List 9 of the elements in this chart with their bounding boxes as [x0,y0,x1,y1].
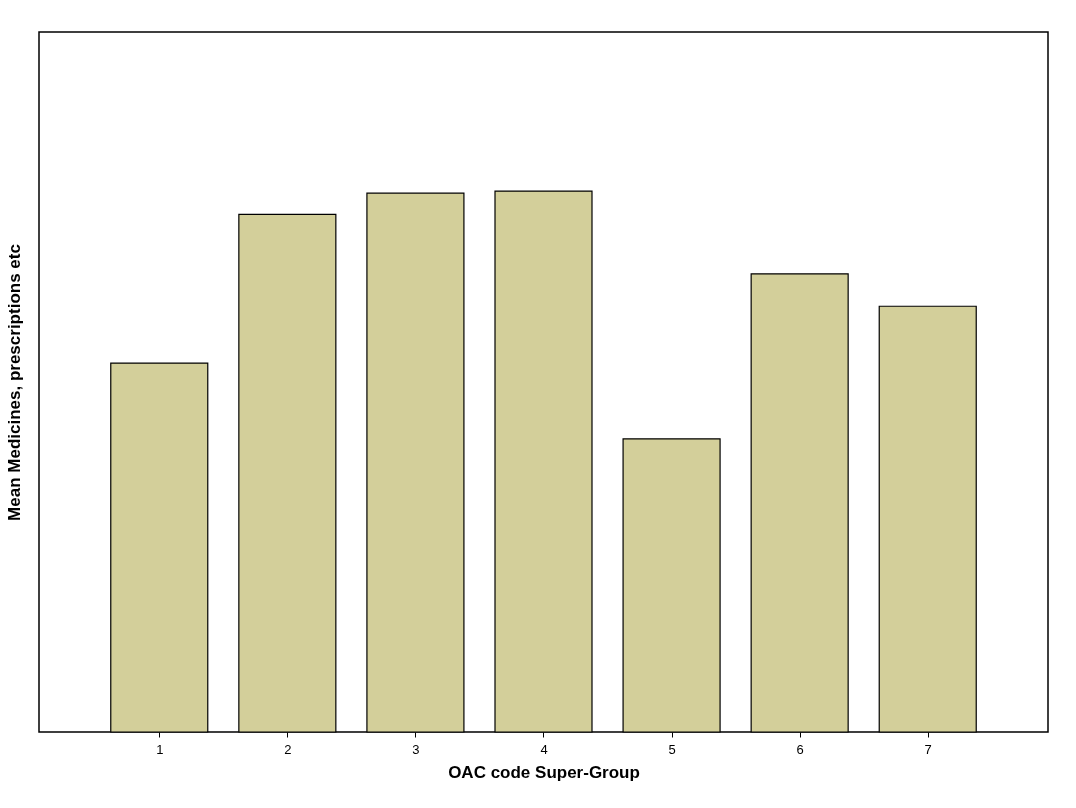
x-tick-label: 7 [924,741,932,757]
x-tick-label: 4 [540,741,548,757]
x-tick-label: 3 [412,741,420,757]
x-axis-title: OAC code Super-Group [448,762,640,782]
x-tick-label: 5 [668,741,676,757]
y-axis-title: Mean Medicines, prescriptions etc [4,244,24,521]
x-tick-label: 6 [796,741,804,757]
x-tick-label: 2 [284,741,292,757]
x-tick-label: 1 [156,741,164,757]
